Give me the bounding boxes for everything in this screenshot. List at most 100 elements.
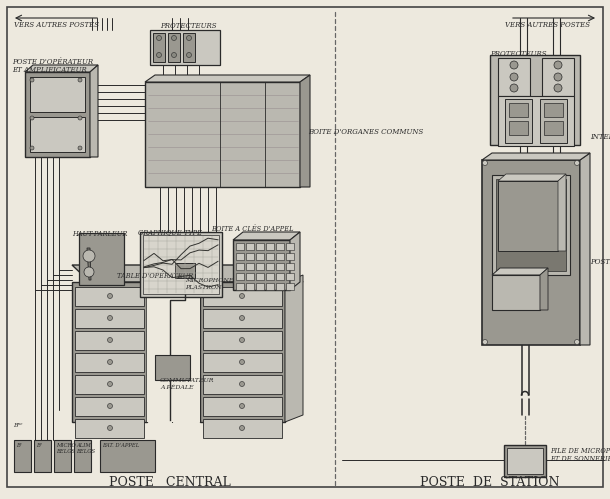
Bar [75, 419, 144, 438]
Circle shape [78, 146, 82, 150]
Bar [286, 253, 294, 260]
Polygon shape [540, 268, 548, 310]
Bar [203, 375, 282, 394]
Text: MICROPHONE: MICROPHONE [185, 278, 234, 283]
Polygon shape [87, 248, 91, 280]
Circle shape [483, 161, 487, 166]
Polygon shape [482, 153, 590, 160]
Bar [256, 283, 264, 290]
Bar [286, 273, 294, 280]
Circle shape [78, 116, 82, 120]
Circle shape [240, 293, 245, 298]
Circle shape [107, 404, 112, 409]
Circle shape [83, 250, 95, 262]
Polygon shape [580, 153, 590, 345]
Circle shape [30, 78, 34, 82]
Circle shape [483, 339, 487, 344]
Bar [246, 243, 254, 250]
Polygon shape [233, 232, 300, 240]
Circle shape [240, 382, 245, 387]
Circle shape [78, 78, 82, 82]
Bar [140, 232, 222, 297]
Bar [203, 419, 282, 438]
Bar [492, 175, 570, 275]
Polygon shape [492, 268, 548, 275]
Bar [496, 179, 566, 271]
Circle shape [107, 382, 112, 387]
Text: POSTE  DE  STATION: POSTE DE STATION [420, 476, 560, 489]
Bar [233, 240, 290, 290]
Bar [266, 263, 274, 270]
Text: GRAPHIQUE TYPE: GRAPHIQUE TYPE [138, 228, 202, 236]
Circle shape [187, 52, 192, 57]
Circle shape [30, 116, 34, 120]
Polygon shape [90, 65, 98, 157]
Circle shape [240, 426, 245, 431]
Bar [203, 331, 282, 350]
Text: POSTE D'OPÉRATEUR: POSTE D'OPÉRATEUR [12, 58, 93, 66]
Text: Bⁿᵉ: Bⁿᵉ [13, 423, 23, 428]
Bar [54, 440, 71, 472]
Bar [246, 253, 254, 260]
Circle shape [554, 73, 562, 81]
Text: VERS AUTRES POSTES: VERS AUTRES POSTES [14, 21, 99, 29]
Circle shape [157, 35, 162, 40]
Bar [286, 263, 294, 270]
Circle shape [107, 337, 112, 342]
Bar [203, 309, 282, 328]
Bar [266, 253, 274, 260]
Bar [256, 253, 264, 260]
Bar [79, 233, 124, 285]
Polygon shape [558, 174, 566, 251]
Bar [498, 96, 574, 146]
Polygon shape [25, 65, 98, 72]
Text: A PÉDALE: A PÉDALE [160, 385, 193, 390]
Circle shape [554, 84, 562, 92]
Text: B²: B² [36, 443, 42, 448]
Bar [507, 448, 543, 474]
Polygon shape [285, 275, 303, 422]
Polygon shape [290, 232, 300, 290]
Circle shape [107, 359, 112, 364]
Bar [542, 58, 574, 96]
Circle shape [84, 267, 94, 277]
Bar [276, 253, 284, 260]
Text: TABLE D'OPÉRATEUR: TABLE D'OPÉRATEUR [117, 272, 193, 280]
Bar [75, 353, 144, 372]
Bar [75, 331, 144, 350]
Circle shape [240, 315, 245, 320]
Text: B¹: B¹ [16, 443, 22, 448]
Bar [203, 287, 282, 306]
Bar [256, 243, 264, 250]
Bar [145, 82, 300, 187]
Text: BOITE A CLÉS D'APPEL: BOITE A CLÉS D'APPEL [210, 225, 293, 233]
Bar [544, 121, 563, 135]
Bar [276, 243, 284, 250]
Bar [14, 440, 31, 472]
Circle shape [554, 61, 562, 69]
Bar [256, 273, 264, 280]
Bar [276, 283, 284, 290]
Bar [168, 33, 180, 62]
Text: VERS AUTRES POSTES: VERS AUTRES POSTES [505, 21, 590, 29]
Bar [490, 55, 580, 145]
Bar [286, 243, 294, 250]
Text: INTERRUPTEURS: INTERRUPTEURS [590, 133, 610, 141]
Bar [100, 440, 155, 472]
Text: HAUT-PARLEUR: HAUT-PARLEUR [73, 230, 127, 238]
Bar [246, 263, 254, 270]
Bar [153, 33, 165, 62]
Bar [200, 282, 285, 422]
Circle shape [171, 35, 176, 40]
Bar [75, 309, 144, 328]
Bar [544, 103, 563, 117]
Bar [183, 33, 195, 62]
Bar [203, 353, 282, 372]
Bar [25, 72, 90, 157]
Circle shape [575, 161, 580, 166]
Bar [155, 355, 190, 380]
Bar [509, 121, 528, 135]
Bar [266, 283, 274, 290]
Bar [482, 160, 580, 345]
Circle shape [171, 52, 176, 57]
